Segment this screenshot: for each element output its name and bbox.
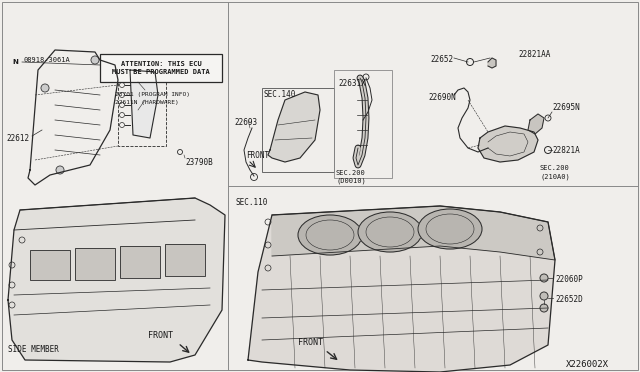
Polygon shape <box>130 70 158 138</box>
Bar <box>30 250 70 280</box>
Text: 22693: 22693 <box>234 118 257 127</box>
Bar <box>120 246 160 278</box>
Text: 22652: 22652 <box>430 55 453 64</box>
Ellipse shape <box>418 209 482 249</box>
Text: 22631X: 22631X <box>338 79 365 88</box>
Bar <box>165 244 205 276</box>
Text: 22821A: 22821A <box>552 146 580 155</box>
Bar <box>262 88 334 172</box>
Circle shape <box>41 84 49 92</box>
Polygon shape <box>248 206 555 372</box>
Circle shape <box>540 304 548 312</box>
Text: SEC.200: SEC.200 <box>336 170 365 176</box>
Polygon shape <box>8 198 225 362</box>
Text: 22652D: 22652D <box>555 295 583 304</box>
Text: (210A0): (210A0) <box>540 173 570 180</box>
Text: 22611N (HARDWARE): 22611N (HARDWARE) <box>115 100 179 105</box>
Text: FRONT: FRONT <box>246 151 269 160</box>
Text: SEC.140: SEC.140 <box>264 90 296 99</box>
Text: (D0010): (D0010) <box>336 178 365 185</box>
Text: SEC.110: SEC.110 <box>236 198 268 207</box>
Text: ATTENTION: THIS ECU
MUST BE PROGRAMMED DATA: ATTENTION: THIS ECU MUST BE PROGRAMMED D… <box>112 61 210 74</box>
Bar <box>75 248 115 280</box>
Text: SEC.200: SEC.200 <box>540 165 570 171</box>
Bar <box>75 248 115 280</box>
Bar <box>100 54 222 82</box>
Polygon shape <box>272 206 555 260</box>
Polygon shape <box>478 126 538 162</box>
Bar <box>120 246 160 278</box>
Text: SIDE MEMBER: SIDE MEMBER <box>8 345 59 354</box>
Bar <box>30 250 70 280</box>
Bar <box>165 244 205 276</box>
Text: 22690N: 22690N <box>428 93 456 102</box>
Text: X226002X: X226002X <box>566 360 609 369</box>
Text: FRONT: FRONT <box>298 338 323 347</box>
Text: 23701 (PROGRAM INFO): 23701 (PROGRAM INFO) <box>115 92 190 97</box>
Circle shape <box>56 166 64 174</box>
Text: 22821AA: 22821AA <box>518 50 550 59</box>
Ellipse shape <box>358 212 422 252</box>
Circle shape <box>540 292 548 300</box>
Text: 22060P: 22060P <box>555 275 583 284</box>
Bar <box>118 68 166 146</box>
Text: N: N <box>12 59 18 65</box>
Circle shape <box>540 274 548 282</box>
Polygon shape <box>268 92 320 162</box>
Polygon shape <box>488 58 496 68</box>
Text: 22695N: 22695N <box>552 103 580 112</box>
Circle shape <box>91 56 99 64</box>
Ellipse shape <box>298 215 362 255</box>
Text: 08918-3061A: 08918-3061A <box>24 57 71 63</box>
Text: 22612: 22612 <box>6 134 29 143</box>
Polygon shape <box>528 114 544 134</box>
Text: FRONT: FRONT <box>148 331 173 340</box>
Bar <box>334 70 392 178</box>
Text: 23790B: 23790B <box>185 158 212 167</box>
